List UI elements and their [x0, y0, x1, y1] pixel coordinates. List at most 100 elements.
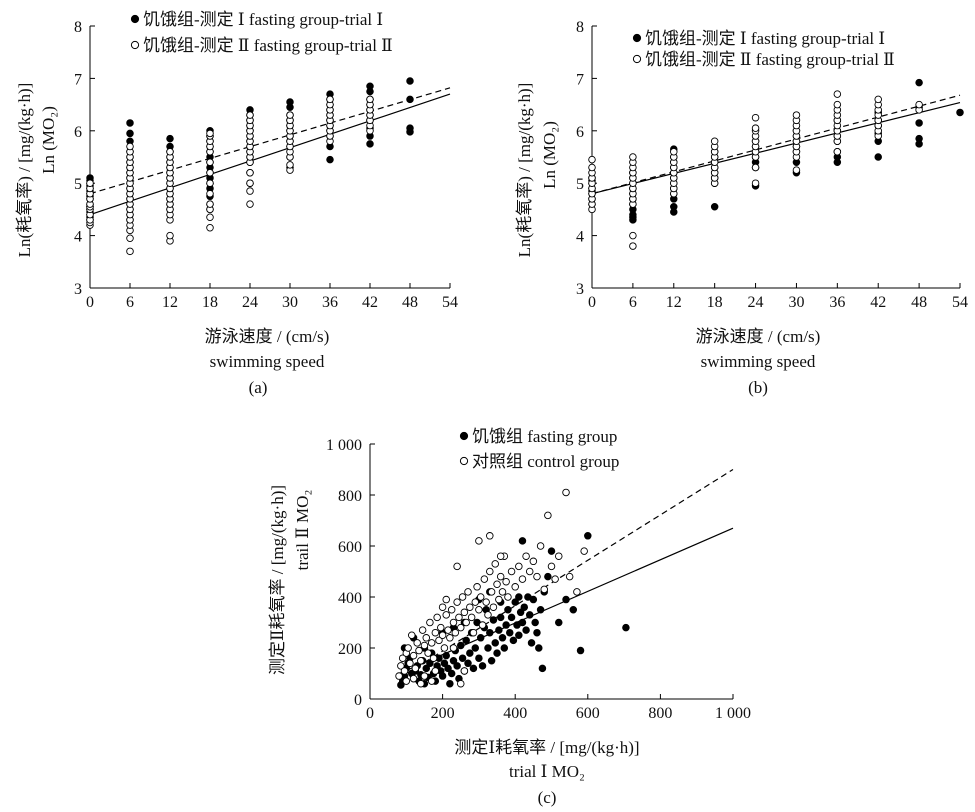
panel-c-series-1-point: [535, 644, 543, 652]
panel-a-fit-line-1: [89, 93, 451, 216]
panel-c-series-1-point: [569, 606, 578, 614]
panel-c-series-2-point: [495, 595, 503, 604]
panel-c-series-2-point: [536, 542, 545, 550]
panel-c-series-2-point: [431, 667, 440, 675]
panel-c-series-2-point: [511, 583, 519, 591]
panel-c-series-1-point: [511, 598, 519, 606]
panel-c-series-1-point: [522, 626, 530, 634]
panel-b-fit-line-2: [591, 94, 961, 195]
panel-c-series-2-point: [551, 575, 559, 583]
panel-b-panel-label: (b): [748, 378, 768, 397]
panel-c-series-2-point: [427, 639, 436, 647]
panel-b-x-tick-label: 42: [870, 294, 886, 311]
panel-b-x-tick-label: 12: [666, 294, 682, 311]
panel-c-x-tick-label: 1 000: [715, 705, 751, 722]
panel-a-series-2-point: [166, 148, 174, 156]
panel-a-series-1-point: [326, 155, 334, 164]
panel-c-series-1-point: [447, 669, 456, 678]
panel-a-y-tick-label: 8: [74, 19, 82, 36]
panel-c-series-2-point: [453, 598, 461, 606]
panel-a-series-1-point: [366, 82, 374, 91]
panel-a-series-2-point: [206, 168, 214, 177]
panel-b-legend: 饥饿组-测定 Ⅰ fasting group-trial Ⅰ 饥饿组-测定 Ⅱ …: [632, 29, 895, 69]
panel-b-ylabel-en: Ln (MO₂): [540, 121, 559, 189]
panel-c-series-1-point: [533, 628, 541, 637]
panel-c-ylabel-en: trail Ⅱ MO₂: [293, 490, 312, 571]
panel-a-x-tick-label: 48: [402, 294, 418, 311]
panel-c-series-1-point: [509, 636, 518, 645]
panel-c-series-2-point: [437, 623, 445, 632]
panel-a-y-tick-label: 4: [74, 229, 82, 246]
panel-b-legend-marker-2: [632, 54, 642, 64]
panel-a-series-2-point: [206, 223, 214, 232]
panel-c-series-2-point: [402, 677, 411, 685]
panel-a-plot-area: 0 6 12 18 24 30 36 42 48 54 3 4 5 6 7 8: [74, 19, 458, 311]
panel-c-points: [395, 488, 630, 689]
panel-c-series-2-point: [478, 621, 487, 629]
panel-c-series-1-point: [438, 672, 447, 680]
panel-c-series-1-point: [491, 639, 499, 647]
panel-c-legend-marker-2: [459, 456, 469, 466]
panel-c-series-2-point: [395, 672, 403, 680]
panel-c-series-1-point: [458, 654, 467, 662]
panel-c-series-1-point: [515, 593, 523, 601]
panel-c-series-2-point: [480, 575, 489, 583]
panel-c-x-tick-label: 600: [576, 705, 600, 722]
panel-c-series-2-point: [453, 562, 461, 571]
panel-a-ticks: 0 6 12 18 24 30 36 42 48 54 3 4 5 6 7 8: [74, 19, 458, 311]
panel-c-series-2-point: [507, 567, 516, 576]
panel-c-series-1-point: [518, 618, 527, 627]
panel-c-series-1-point: [444, 664, 452, 673]
panel-b-points: [588, 78, 964, 250]
panel-c-series-1-point: [562, 595, 570, 604]
panel-c-series-2-point: [429, 654, 438, 662]
panel-c-series-1-point: [476, 634, 485, 642]
panel-c-series-2-point: [482, 598, 490, 606]
panel-b-series-2-point: [670, 148, 678, 156]
panel-c-series-2-point: [489, 603, 498, 611]
panel-c-y-tick-label: 0: [354, 692, 362, 709]
panel-c-series-2-point: [547, 562, 556, 571]
panel-a-ylabel-en: Ln (MO₂): [39, 106, 58, 174]
panel-c-x-tick-label: 800: [648, 705, 672, 722]
panel-a-legend-marker-2: [130, 40, 140, 50]
panel-c-legend-label-1: 饥饿组 fasting group: [472, 427, 617, 446]
panel-c-series-2-point: [471, 598, 480, 606]
panel-c-series-2-point: [562, 488, 570, 497]
panel-c-series-1-point: [422, 664, 431, 673]
panel-c-series-2-point: [525, 567, 534, 576]
panel-c-series-2-point: [518, 575, 527, 583]
panel-c-series-1-point: [520, 603, 529, 611]
panel-c-series-2-point: [522, 552, 530, 560]
panel-c-series-2-point: [484, 611, 492, 619]
panel-c-series-1-point: [464, 659, 472, 668]
panel-b-legend-label-1: 饥饿组-测定 Ⅰ fasting group-trial Ⅰ: [645, 29, 885, 48]
panel-c-series-2-point: [475, 606, 483, 614]
panel-b-series-2-point: [710, 137, 719, 146]
panel-c-series-1-point: [489, 616, 498, 624]
panel-c-series-2-point: [529, 557, 538, 566]
panel-c-series-2-point: [409, 651, 418, 660]
panel-c-x-tick-label: 200: [431, 705, 455, 722]
panel-c-series-2-point: [398, 654, 407, 662]
panel-c-series-2-point: [415, 646, 423, 655]
panel-c-xlabel-cn: 测定Ⅰ耗氧率 / [mg/(kg·h)]: [454, 738, 639, 757]
panel-c-x-tick-label: 400: [503, 705, 527, 722]
panel-c-series-1-point: [500, 644, 509, 652]
panel-b-series-2-point: [833, 100, 842, 109]
panel-b-x-tick-label: 0: [588, 294, 596, 311]
panel-b-fit-lines: [591, 94, 961, 195]
panel-b: 0 6 12 18 24 30 36 42 48 54 3 4 5 6 7 8 饥饿组-测定 Ⅰ fastin…: [515, 19, 968, 397]
panel-b-series-1-point: [874, 153, 882, 161]
panel-c-series-2-point: [442, 595, 450, 604]
panel-c-series-2-point: [407, 631, 416, 640]
panel-a-series-2-point: [166, 231, 174, 240]
panel-b-xlabel-en: swimming speed: [701, 352, 816, 371]
panel-b-y-tick-label: 5: [576, 176, 584, 193]
panel-c-series-2-point: [533, 572, 541, 581]
panel-b-ylabel-cn: Ln(耗氧率) / [mg/(kg·h)]: [515, 83, 534, 258]
panel-c-series-2-point: [406, 659, 414, 668]
panel-c-series-1-point: [504, 606, 512, 614]
panel-b-legend-marker-1: [632, 33, 642, 43]
panel-a-series-2-point: [246, 187, 254, 195]
